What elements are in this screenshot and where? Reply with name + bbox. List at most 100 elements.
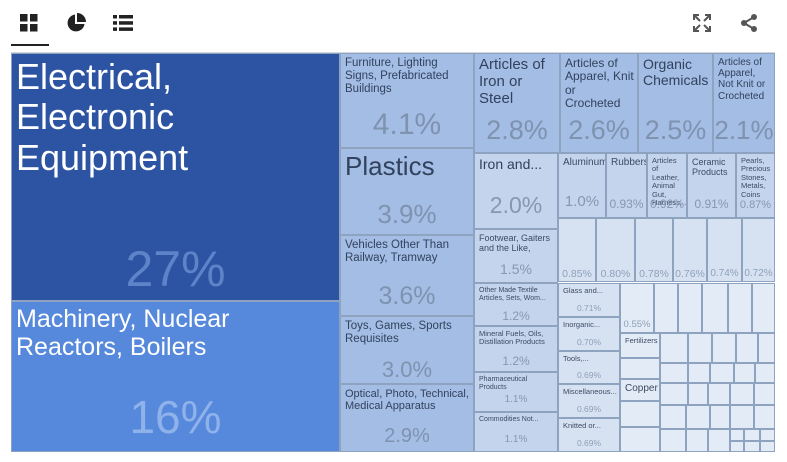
treemap-cell[interactable]: Copper (620, 379, 660, 401)
treemap-cell-small[interactable] (686, 429, 708, 452)
treemap-cell[interactable]: Commodities Not... 1.1% (474, 412, 558, 452)
treemap-cell-small[interactable] (758, 333, 775, 363)
treemap-cell[interactable]: Furniture, Lighting Signs, Prefabricated… (340, 53, 474, 148)
treemap-cell-small[interactable] (734, 363, 755, 383)
treemap-cell[interactable]: Organic Chemicals 2.5% (638, 53, 713, 153)
treemap-cell-small[interactable] (620, 401, 660, 427)
cell-label: Aluminum (563, 157, 606, 168)
cell-label: Plastics (345, 151, 435, 181)
treemap-cell[interactable]: Plastics 3.9% (340, 148, 474, 235)
treemap-cell-small[interactable] (744, 441, 760, 452)
cell-label: Copper (625, 383, 658, 394)
cell-percentage: 0.85% (562, 268, 592, 280)
cell-percentage: 0.70% (576, 337, 602, 347)
treemap-cell[interactable]: Pharmaceutical Products 1.1% (474, 372, 558, 412)
treemap-cell-small[interactable] (730, 405, 754, 429)
pie-view-tab[interactable] (58, 6, 94, 40)
treemap-cell-small[interactable] (754, 383, 775, 405)
treemap-cell-small[interactable] (620, 427, 660, 452)
treemap-cell[interactable]: Toys, Games, Sports Requisites 3.0% (340, 316, 474, 384)
treemap-cell-small[interactable] (660, 363, 688, 383)
cell-label: Vehicles Other Than Railway, Tramway (345, 239, 449, 264)
treemap-cell-small[interactable] (710, 363, 734, 383)
treemap-cell-small[interactable] (760, 429, 775, 441)
treemap-cell[interactable]: Knitted or... 0.69% (558, 418, 620, 452)
cell-percentage: 1.2% (502, 309, 530, 323)
treemap-cell[interactable]: Articles of Apparel, Knit or Crocheted 2.… (560, 53, 638, 153)
cell-percentage: 2.1% (714, 115, 774, 145)
treemap-cell-small[interactable] (708, 383, 730, 405)
cell-percentage: 27% (125, 241, 226, 297)
treemap-cell-small[interactable] (686, 405, 710, 429)
treemap-cell[interactable]: 0.80% (596, 218, 635, 282)
cell-percentage: 0.69% (576, 438, 602, 448)
treemap-cell-small[interactable] (730, 383, 754, 405)
treemap-cell[interactable]: Inorganic... 0.70% (558, 317, 620, 351)
treemap-cell-small[interactable] (660, 333, 688, 363)
treemap-cell-small[interactable] (730, 429, 744, 441)
treemap-cell-small[interactable] (688, 333, 712, 363)
treemap-cell[interactable]: Other Made Textile Articles, Sets, Wom..… (474, 283, 558, 326)
treemap-cell-small[interactable] (688, 383, 708, 405)
treemap-cell[interactable]: 0.85% (558, 218, 596, 282)
cell-percentage: 0.69% (576, 404, 602, 414)
treemap-cell[interactable]: Pearls, Precious Stones, Metals, Coins 0.… (736, 153, 775, 218)
cell-label: Optical, Photo, Technical, Medical Appar… (345, 388, 469, 413)
treemap-cell[interactable]: Optical, Photo, Technical, Medical Appar… (340, 384, 474, 452)
treemap-cell[interactable]: 0.76% (673, 218, 707, 282)
treemap-cell[interactable]: Mineral Fuels, Oils, Distillation Produc… (474, 326, 558, 372)
treemap-cell[interactable]: Miscellaneous... 0.69% (558, 384, 620, 418)
treemap-cell-small[interactable] (654, 283, 678, 333)
list-view-tab[interactable] (105, 6, 141, 40)
cell-label: Toys, Games, Sports Requisites (345, 320, 452, 345)
treemap-cell[interactable]: Ceramic Products 0.91% (687, 153, 736, 218)
treemap-cell-small[interactable] (660, 383, 688, 405)
fullscreen-button[interactable] (684, 6, 720, 40)
treemap-cell-small[interactable] (712, 333, 736, 363)
treemap-cell[interactable]: 0.78% (635, 218, 673, 282)
cell-percentage: 0.71% (576, 303, 602, 313)
treemap-cell[interactable]: 0.72% (742, 218, 775, 282)
cell-percentage: 0.72% (744, 268, 773, 279)
treemap-cell-small[interactable] (728, 283, 752, 333)
treemap-cell-small[interactable] (660, 429, 686, 452)
treemap-cell[interactable]: Rubbers 0.93% (606, 153, 647, 218)
treemap-cell-small[interactable] (752, 283, 775, 333)
treemap-cell[interactable]: Aluminum 1.0% (558, 153, 606, 218)
cell-label: Articles of Apparel, Knit or Crocheted (565, 56, 634, 111)
cell-percentage: 0.74% (710, 268, 739, 279)
treemap-cell-small[interactable] (620, 358, 660, 379)
treemap-cell[interactable]: Articles of Leather, Animal Gut, Harness… (647, 153, 687, 218)
treemap-cell[interactable]: Vehicles Other Than Railway, Tramway 3.6% (340, 235, 474, 316)
share-button[interactable] (731, 6, 767, 40)
treemap-cell[interactable]: 0.74% (707, 218, 742, 282)
treemap-cell[interactable]: Articles of Iron or Steel 2.8% (474, 53, 560, 153)
treemap-cell-small[interactable] (755, 363, 775, 383)
treemap-cell[interactable]: Footwear, Gaiters and the Like, 1.5% (474, 229, 558, 283)
treemap-cell-small[interactable] (678, 283, 702, 333)
treemap-cell[interactable]: Electrical, Electronic Equipment 27% (11, 53, 340, 301)
list-icon (113, 15, 133, 31)
treemap-cell[interactable]: Iron and... 2.0% (474, 153, 558, 229)
treemap-cell[interactable]: Fertilizers (620, 333, 660, 358)
treemap-cell-small[interactable] (730, 441, 744, 452)
treemap-cell[interactable]: 0.55% (620, 283, 654, 333)
treemap-cell-small[interactable] (688, 363, 710, 383)
cell-label: Glass and... (563, 286, 604, 295)
treemap-view-tab[interactable] (11, 6, 47, 40)
treemap-cell-small[interactable] (660, 405, 686, 429)
treemap-cell[interactable]: Articles of Apparel, Not Knit or Crochet… (713, 53, 775, 153)
treemap-cell-small[interactable] (710, 405, 730, 429)
treemap-cell[interactable]: Machinery, Nuclear Reactors, Boilers 16% (11, 301, 340, 452)
treemap-cell-small[interactable] (702, 283, 728, 333)
cell-label: Mineral Fuels, Oils, Distillation Produc… (479, 329, 545, 347)
treemap-cell[interactable]: Glass and... 0.71% (558, 283, 620, 317)
treemap-cell-small[interactable] (744, 429, 760, 441)
treemap-cell-small[interactable] (760, 441, 775, 452)
treemap-cell-small[interactable] (754, 405, 775, 429)
treemap-cell-small[interactable] (736, 333, 758, 363)
cell-label: Fertilizers (625, 336, 658, 345)
treemap-cell[interactable]: Tools,... 0.69% (558, 351, 620, 384)
treemap-cell-small[interactable] (708, 429, 730, 452)
cell-label: Articles of Leather, Animal Gut, Harness… (652, 156, 687, 207)
